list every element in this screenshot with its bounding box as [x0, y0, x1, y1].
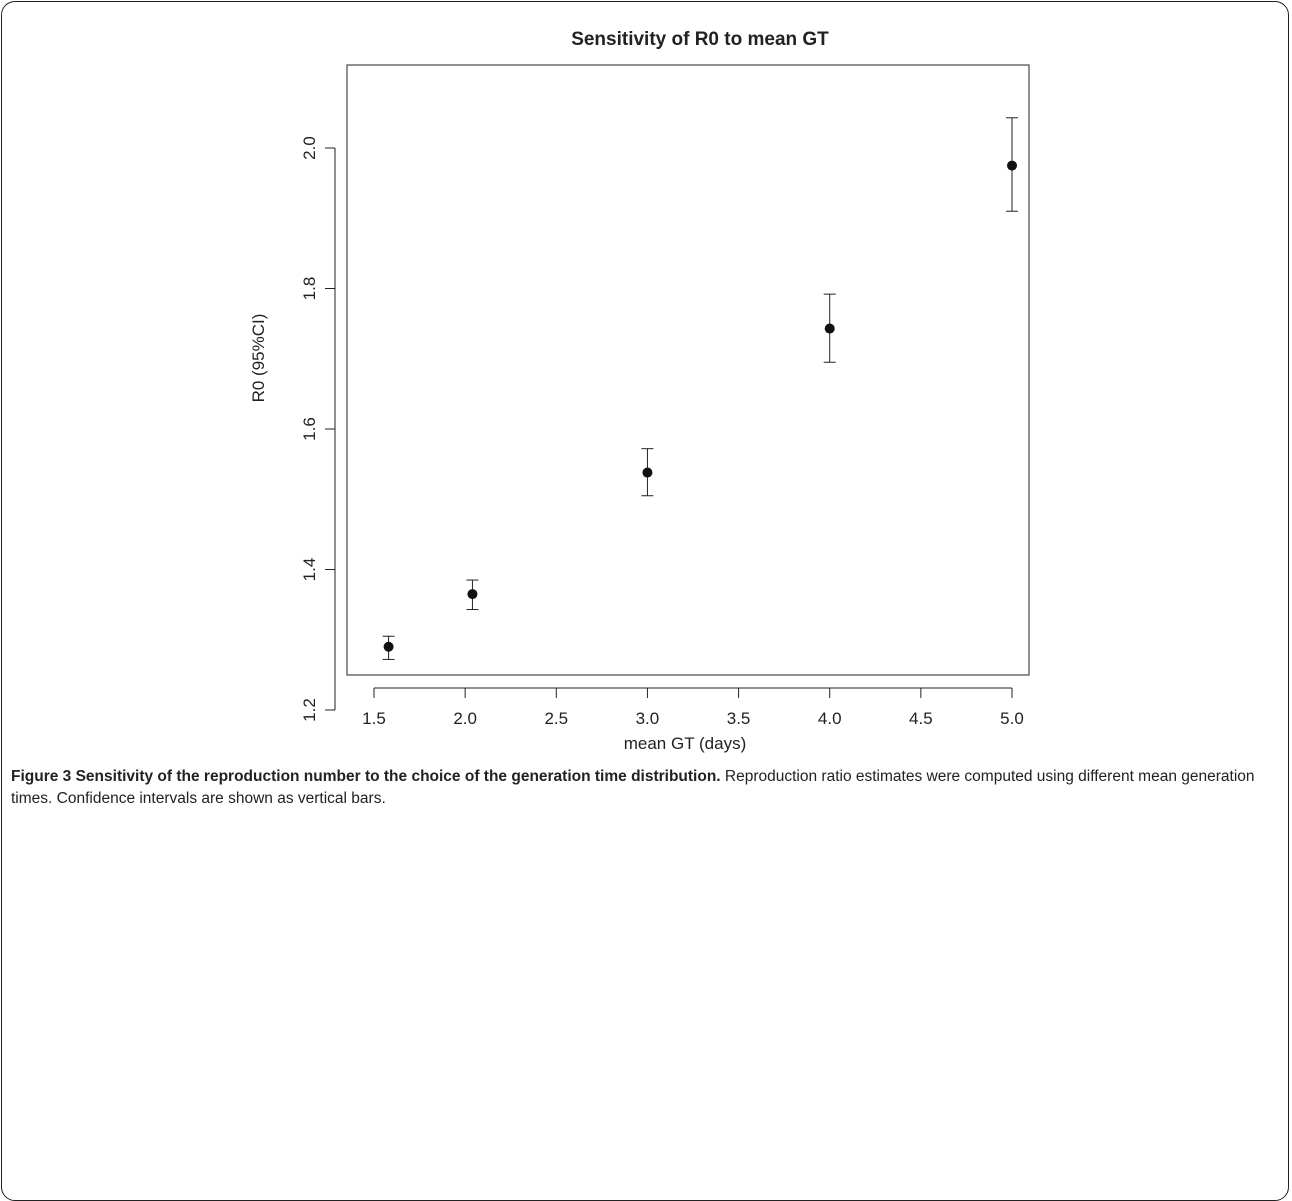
data-point-group	[466, 579, 479, 611]
caption-text: Reproduction ratio estimates were comput…	[11, 768, 1255, 807]
chart: Sensitivity of R0 to mean GT 1.5 2.0 2.5 3.…	[249, 29, 1030, 753]
x-axis: 1.5 2.0 2.5 3.0 3.5 4.0 4.5 5.0	[362, 687, 1024, 728]
plot-area-border	[346, 64, 1030, 676]
data-point	[642, 467, 653, 478]
y-tick-label: 1.4	[300, 558, 319, 582]
y-axis-label: R0 (95%CI)	[249, 314, 268, 403]
data-point	[383, 641, 394, 652]
data-point-group	[1006, 117, 1018, 212]
x-tick-label: 4.0	[818, 709, 842, 728]
data-point	[824, 323, 835, 334]
y-axis: 1.2 1.4 1.6 1.8 2.0	[300, 136, 336, 722]
x-axis-label: mean GT (days)	[624, 734, 747, 753]
caption-label: Figure 3 Sensitivity of the reproduction…	[11, 768, 721, 785]
x-tick-label: 1.5	[362, 709, 386, 728]
figure-caption: Figure 3 Sensitivity of the reproduction…	[11, 766, 1281, 810]
x-tick-label: 2.0	[453, 709, 477, 728]
chart-title: Sensitivity of R0 to mean GT	[571, 29, 829, 50]
data-points	[382, 117, 1018, 660]
data-point-group	[641, 448, 654, 497]
y-tick-label: 1.2	[300, 698, 319, 722]
y-tick-label: 1.8	[300, 277, 319, 301]
x-tick-label: 5.0	[1000, 709, 1024, 728]
x-tick-label: 2.5	[544, 709, 568, 728]
y-tick-label: 2.0	[300, 136, 319, 160]
data-point	[467, 589, 478, 600]
x-tick-label: 3.0	[636, 709, 660, 728]
data-point	[1007, 160, 1017, 171]
x-tick-label: 4.5	[909, 709, 933, 728]
y-tick-label: 1.6	[300, 417, 319, 441]
data-point-group	[823, 293, 836, 363]
data-point-group	[382, 635, 395, 660]
x-tick-label: 3.5	[727, 709, 751, 728]
